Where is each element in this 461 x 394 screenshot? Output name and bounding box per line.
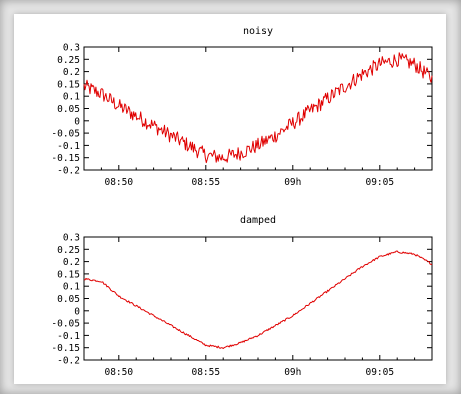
y-tick-label: 0.25 xyxy=(57,55,80,66)
y-tick-label: -0.05 xyxy=(51,319,80,330)
x-tick-label: 08:55 xyxy=(191,367,220,378)
chart-title: noisy xyxy=(243,26,273,37)
y-tick-label: 0.1 xyxy=(63,282,80,293)
y-tick-label: 0.3 xyxy=(63,233,80,244)
chart-noisy: noisy 0.30.250.20.15 0.10.050 -0.05-0.1-0.1… xyxy=(51,26,433,188)
y-tick-label: 0.15 xyxy=(57,79,80,90)
y-tick-label: -0.1 xyxy=(57,141,80,152)
y-tick-label: 0.3 xyxy=(63,43,80,54)
x-tick-label: 08:50 xyxy=(104,367,133,378)
y-tick-label: 0.15 xyxy=(57,269,80,280)
charts-canvas: noisy0.30.250.20.150.10.050-0.05-0.1-0.1… xyxy=(51,26,433,378)
y-tick-label: 0.1 xyxy=(63,92,80,103)
y-tick-label: -0.2 xyxy=(57,166,80,177)
y-tick-label: 0.2 xyxy=(63,67,80,78)
y-tick-label: 0.25 xyxy=(57,245,80,256)
x-tick-label: 09h xyxy=(284,367,301,378)
series-line xyxy=(83,52,433,164)
series-line xyxy=(83,250,433,349)
y-tick-label: -0.05 xyxy=(51,129,80,140)
y-tick-label: 0 xyxy=(74,116,80,127)
y-tick-label: 0.05 xyxy=(57,104,80,115)
x-tick-label: 09:05 xyxy=(365,177,394,188)
x-tick-label: 09h xyxy=(284,177,301,188)
chart-damped: damped0.30.250.20.150.10.050-0.05-0.1-0.… xyxy=(51,215,433,378)
chart-title: damped xyxy=(240,215,276,226)
y-tick-label: 0.2 xyxy=(63,257,80,268)
x-tick-label: 08:50 xyxy=(104,177,133,188)
x-tick-label: 08:55 xyxy=(191,177,220,188)
x-tick-label: 09:05 xyxy=(365,367,394,378)
y-tick-label: -0.15 xyxy=(51,153,80,164)
y-tick-label: 0 xyxy=(74,306,80,317)
chart-panel: noisy 0.3 0.25 0.2 0.15 0.1 0.05 0 -0.05 -0.1 -0.1… xyxy=(14,14,446,384)
y-tick-label: -0.1 xyxy=(57,331,80,342)
plot-frame xyxy=(83,236,433,361)
y-tick-label: -0.2 xyxy=(57,356,80,367)
y-tick-label: -0.15 xyxy=(51,343,80,354)
y-tick-label: 0.05 xyxy=(57,294,80,305)
